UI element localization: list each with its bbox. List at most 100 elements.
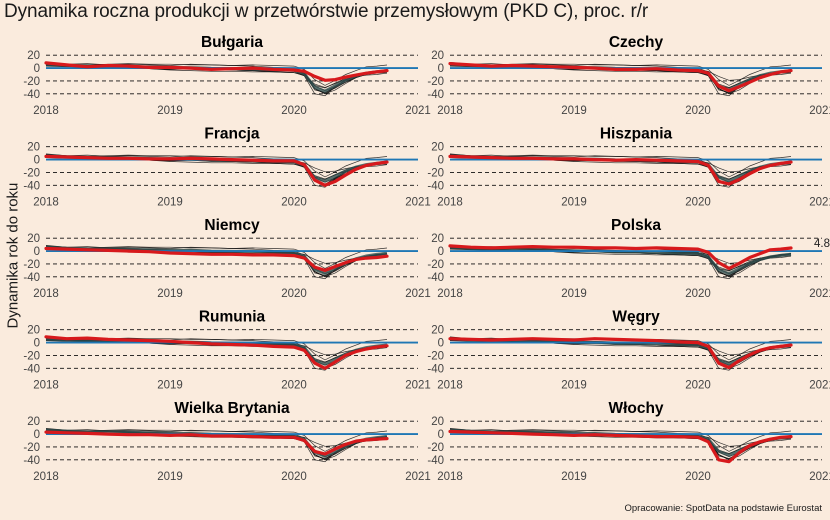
x-tick-label: 2020 [281,471,307,483]
x-tick-label: 2021 [405,197,431,209]
y-tick-label: -20 [427,259,444,271]
x-tick-label: 2020 [281,380,307,392]
other-country-line [449,62,792,86]
x-tick-label: 2020 [685,471,711,483]
y-tick-label: -20 [23,167,40,179]
x-tick-label: 2020 [685,380,711,392]
x-tick-label: 2018 [437,197,463,209]
facet-title-bulgaria: Bułgaria [201,34,263,51]
series-line-rumunia [44,335,389,370]
facet-title-czechy: Czechy [609,34,664,51]
other-country-line [45,154,388,178]
y-tick-label: 20 [431,50,444,62]
y-tick-label: 0 [34,246,40,258]
x-tick-label: 2020 [281,105,307,117]
facet-title-rumunia: Rumunia [199,309,266,326]
x-tick-label: 2019 [157,288,183,300]
source-caption: Opracowanie: SpotData na podstawie Euros… [624,503,822,514]
other-country-line [449,428,792,452]
x-tick-label: 2019 [561,105,587,117]
y-tick-label: -20 [23,350,40,362]
x-tick-label: 2019 [157,471,183,483]
y-tick-label: 20 [27,233,40,245]
facet-title-wlochy: Włochy [608,400,663,417]
x-tick-label: 2021 [809,380,830,392]
others-average-line [449,245,792,276]
chart-title: Dynamika roczna produkcji w przetwórstwi… [4,1,649,22]
x-tick-label: 2018 [33,105,59,117]
x-tick-label: 2021 [405,288,431,300]
series-line-wegry [448,337,793,370]
y-tick-label: -20 [427,442,444,454]
y-tick-label: -40 [23,272,40,284]
y-tick-label: -20 [23,442,40,454]
facet-title-polska: Polska [611,217,661,234]
facet-title-niemcy: Niemcy [204,217,260,234]
y-tick-label: 20 [431,233,444,245]
x-tick-label: 2018 [437,105,463,117]
x-tick-label: 2019 [561,197,587,209]
series-line-wielka-brytania [44,430,389,456]
x-tick-label: 2021 [809,471,830,483]
x-tick-label: 2018 [33,380,59,392]
x-tick-label: 2020 [281,197,307,209]
other-country-line [45,245,388,269]
y-tick-label: -40 [427,363,444,375]
x-tick-label: 2019 [157,197,183,209]
facet-title-wegry: Węgry [612,309,660,326]
y-tick-label: -40 [23,180,40,192]
facet-title-hiszpania: Hiszpania [600,126,673,143]
x-tick-label: 2021 [809,105,830,117]
y-tick-label: 20 [431,325,444,337]
series-line-francja [44,154,389,187]
x-tick-label: 2021 [809,288,830,300]
y-tick-label: 20 [27,142,40,154]
series-line-czechy [448,62,793,93]
y-tick-label: 0 [438,338,444,350]
y-tick-label: -40 [23,363,40,375]
series-line-wlochy [448,429,793,464]
x-tick-label: 2021 [809,197,830,209]
x-tick-label: 2018 [437,380,463,392]
y-tick-label: 0 [438,155,444,167]
y-tick-label: -20 [427,76,444,88]
x-tick-label: 2018 [33,288,59,300]
x-tick-label: 2020 [685,288,711,300]
y-tick-label: -20 [427,350,444,362]
other-country-line [45,428,388,452]
facet-title-francja: Francja [204,126,260,143]
x-tick-label: 2021 [405,380,431,392]
x-tick-label: 2019 [157,105,183,117]
x-tick-label: 2021 [405,471,431,483]
x-tick-label: 2020 [685,197,711,209]
y-tick-label: 0 [438,246,444,258]
y-tick-label: -40 [427,455,444,467]
y-tick-label: 0 [34,63,40,75]
y-tick-label: -40 [23,89,40,101]
y-tick-label: 20 [27,50,40,62]
y-tick-label: -40 [427,272,444,284]
y-tick-label: 0 [34,429,40,441]
x-tick-label: 2018 [437,471,463,483]
y-tick-label: -40 [23,455,40,467]
x-tick-label: 2019 [561,288,587,300]
x-tick-label: 2018 [437,288,463,300]
other-country-line [449,154,792,178]
y-tick-label: -20 [23,259,40,271]
series-line-polska [448,244,793,270]
series-line-hiszpania [448,154,793,186]
y-tick-label: -40 [427,89,444,101]
y-tick-label: 0 [34,155,40,167]
y-tick-label: 20 [431,416,444,428]
y-tick-label: 0 [438,429,444,441]
x-tick-label: 2019 [561,471,587,483]
x-tick-label: 2020 [281,288,307,300]
y-tick-label: -40 [427,180,444,192]
y-tick-label: 20 [431,142,444,154]
x-tick-label: 2018 [33,197,59,209]
series-line-bulgaria [44,61,389,82]
x-tick-label: 2020 [685,105,711,117]
y-tick-label: 20 [27,416,40,428]
y-tick-label: 0 [438,63,444,75]
facet-title-wielka-brytania: Wielka Brytania [174,400,290,417]
